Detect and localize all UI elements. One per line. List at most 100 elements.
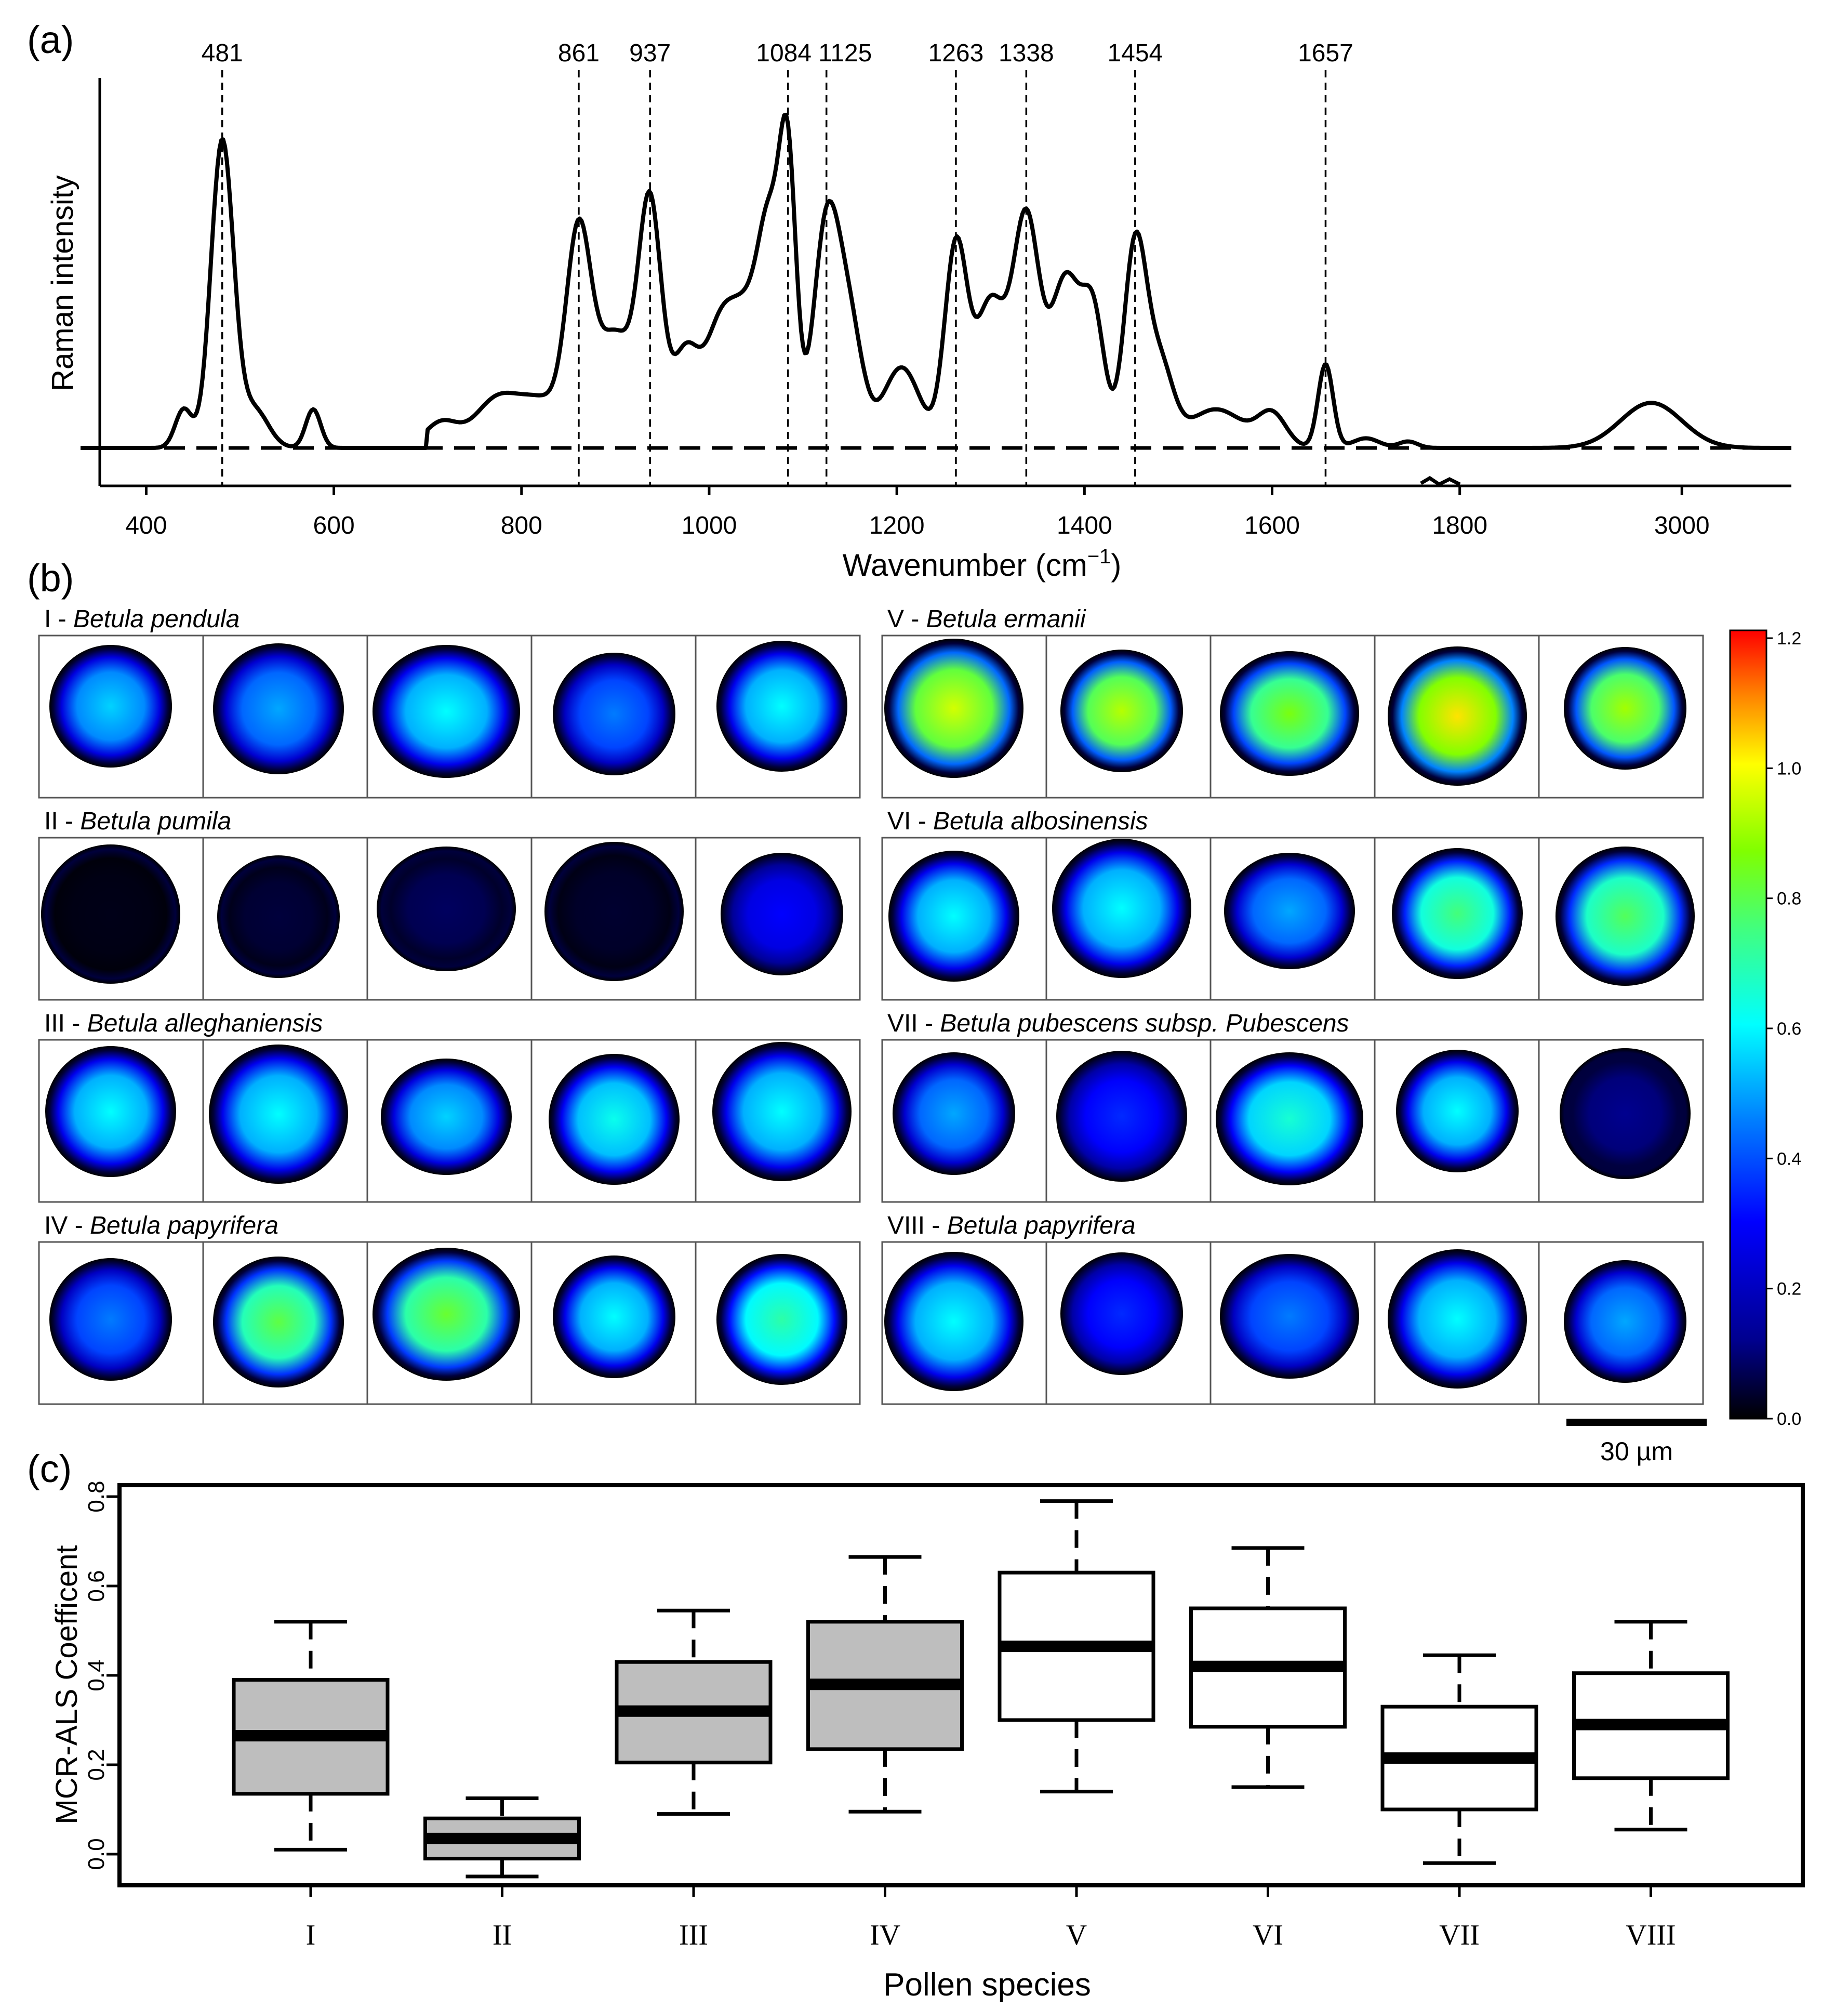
pollen-map: [1220, 1254, 1359, 1379]
species-title: VI - Betula albosinensis: [887, 808, 1148, 835]
pollen-map: [41, 844, 180, 984]
panel-a: (a) Raman intensity Wavenumber (cm−1) 48…: [27, 18, 1791, 583]
x-tick-label: 3000: [1654, 512, 1710, 539]
peak-label: 1263: [928, 39, 984, 67]
pollen-map: [209, 1045, 348, 1184]
raman-spectrum-line: [80, 112, 1791, 450]
x-tick-label: 1800: [1432, 512, 1487, 539]
species-title: VII - Betula pubescens subsp. Pubescens: [887, 1010, 1349, 1037]
pollen-map: [1056, 1051, 1187, 1182]
species-number: I -: [44, 605, 73, 633]
pollen-map: [1224, 853, 1355, 969]
pollen-map: [1220, 651, 1359, 776]
peak-label: 861: [558, 39, 600, 67]
pollen-map: [1564, 1260, 1686, 1383]
pollen-map: [1555, 847, 1695, 986]
x-tick-label: VIII: [1626, 1919, 1676, 1951]
species-number: V -: [887, 605, 926, 633]
pollen-map: [544, 842, 684, 981]
species-name: Betula pumila: [80, 808, 231, 835]
pollen-map: [213, 643, 344, 774]
box-IV: [806, 1555, 964, 1814]
y-tick-label: 0.2: [84, 1749, 109, 1780]
x-tick-label: II: [493, 1919, 512, 1951]
pollen-map: [49, 1258, 172, 1381]
species-number: VIII -: [887, 1212, 947, 1239]
x-tick-label: VI: [1253, 1919, 1283, 1951]
pollen-map: [1388, 646, 1527, 786]
species-name: Betula pubescens subsp. Pubescens: [940, 1010, 1349, 1037]
panel-b-label: (b): [27, 557, 74, 600]
pollen-map: [553, 653, 675, 775]
pollen-map: [217, 855, 340, 978]
box-V: [998, 1499, 1155, 1794]
spectrum-artifact: [1420, 475, 1461, 487]
colorbar-tick-label: 0.2: [1777, 1279, 1801, 1299]
species-number: IV -: [44, 1212, 90, 1239]
colorbar-tick-label: 1.0: [1777, 759, 1801, 778]
y-tick-label: 0.4: [84, 1659, 109, 1691]
y-tick-label: 0.6: [84, 1570, 109, 1602]
species-group: VIII - Betula papyrifera: [881, 1212, 1704, 1405]
pollen-map: [712, 1042, 852, 1181]
species-name: Betula albosinensis: [933, 808, 1148, 835]
pollen-map: [884, 639, 1023, 778]
pollen-map: [549, 1054, 680, 1185]
species-group: IV - Betula papyrifera: [38, 1212, 861, 1405]
species-name: Betula alleghaniensis: [87, 1010, 323, 1037]
box-II: [423, 1796, 581, 1879]
colorbar-tick-label: 0.4: [1777, 1149, 1801, 1169]
panel-b: (b) I - Betula pendula II - Betula pumila…: [27, 557, 1801, 1466]
x-tick-label: V: [1066, 1919, 1087, 1951]
x-tick-label: 400: [125, 512, 167, 539]
peak-label: 1657: [1298, 39, 1353, 67]
y-tick-label: 0.0: [84, 1838, 109, 1870]
pollen-map: [893, 1052, 1015, 1175]
pollen-map: [1052, 839, 1191, 978]
pollen-map: [213, 1257, 344, 1387]
species-title: III - Betula alleghaniensis: [44, 1010, 323, 1037]
x-tick-label: I: [306, 1919, 316, 1951]
pollen-map: [1560, 1048, 1691, 1179]
pollen-map: [381, 1059, 512, 1175]
pollen-map: [377, 847, 516, 971]
scale-bar: [1566, 1419, 1707, 1426]
box-VIII: [1572, 1620, 1730, 1832]
species-title: VIII - Betula papyrifera: [887, 1212, 1136, 1239]
pollen-map: [1564, 647, 1686, 770]
peak-label: 1125: [818, 39, 872, 67]
colorbar: [1729, 629, 1767, 1420]
x-tick-label: 1600: [1244, 512, 1300, 539]
species-name: Betula papyrifera: [947, 1212, 1136, 1239]
pollen-map: [49, 645, 172, 768]
species-group: VII - Betula pubescens subsp. Pubescens: [881, 1010, 1704, 1203]
pollen-map: [716, 1254, 847, 1385]
x-tick-label: 800: [501, 512, 542, 539]
box-VI: [1189, 1546, 1347, 1789]
peak-label: 481: [202, 39, 243, 67]
species-number: VI -: [887, 808, 933, 835]
species-number: II -: [44, 808, 80, 835]
x-tick-label: 1000: [682, 512, 737, 539]
pollen-map: [1396, 1050, 1519, 1172]
species-name: Betula ermanii: [926, 605, 1086, 633]
panel-a-xlabel: Wavenumber (cm−1): [843, 545, 1122, 583]
species-name: Betula papyrifera: [90, 1212, 278, 1239]
species-number: III -: [44, 1010, 87, 1037]
box-VII: [1380, 1653, 1538, 1865]
pollen-map: [373, 645, 520, 778]
peak-label: 1454: [1107, 39, 1163, 67]
pollen-map: [1216, 1052, 1363, 1185]
species-number: VII -: [887, 1010, 940, 1037]
peak-label: 1084: [756, 39, 812, 67]
pollen-map: [721, 853, 843, 975]
pollen-map: [888, 851, 1019, 982]
species-name: Betula pendula: [73, 605, 240, 633]
x-tick-label: III: [679, 1919, 708, 1951]
x-tick-label: 1200: [869, 512, 925, 539]
scale-bar-label: 30 µm: [1600, 1437, 1673, 1466]
panel-c: (c) MCR-ALS Coefficent Pollen species 0.…: [27, 1447, 1805, 2003]
species-group: V - Betula ermanii: [881, 605, 1704, 799]
pollen-map: [1060, 650, 1183, 772]
box-III: [615, 1608, 773, 1816]
